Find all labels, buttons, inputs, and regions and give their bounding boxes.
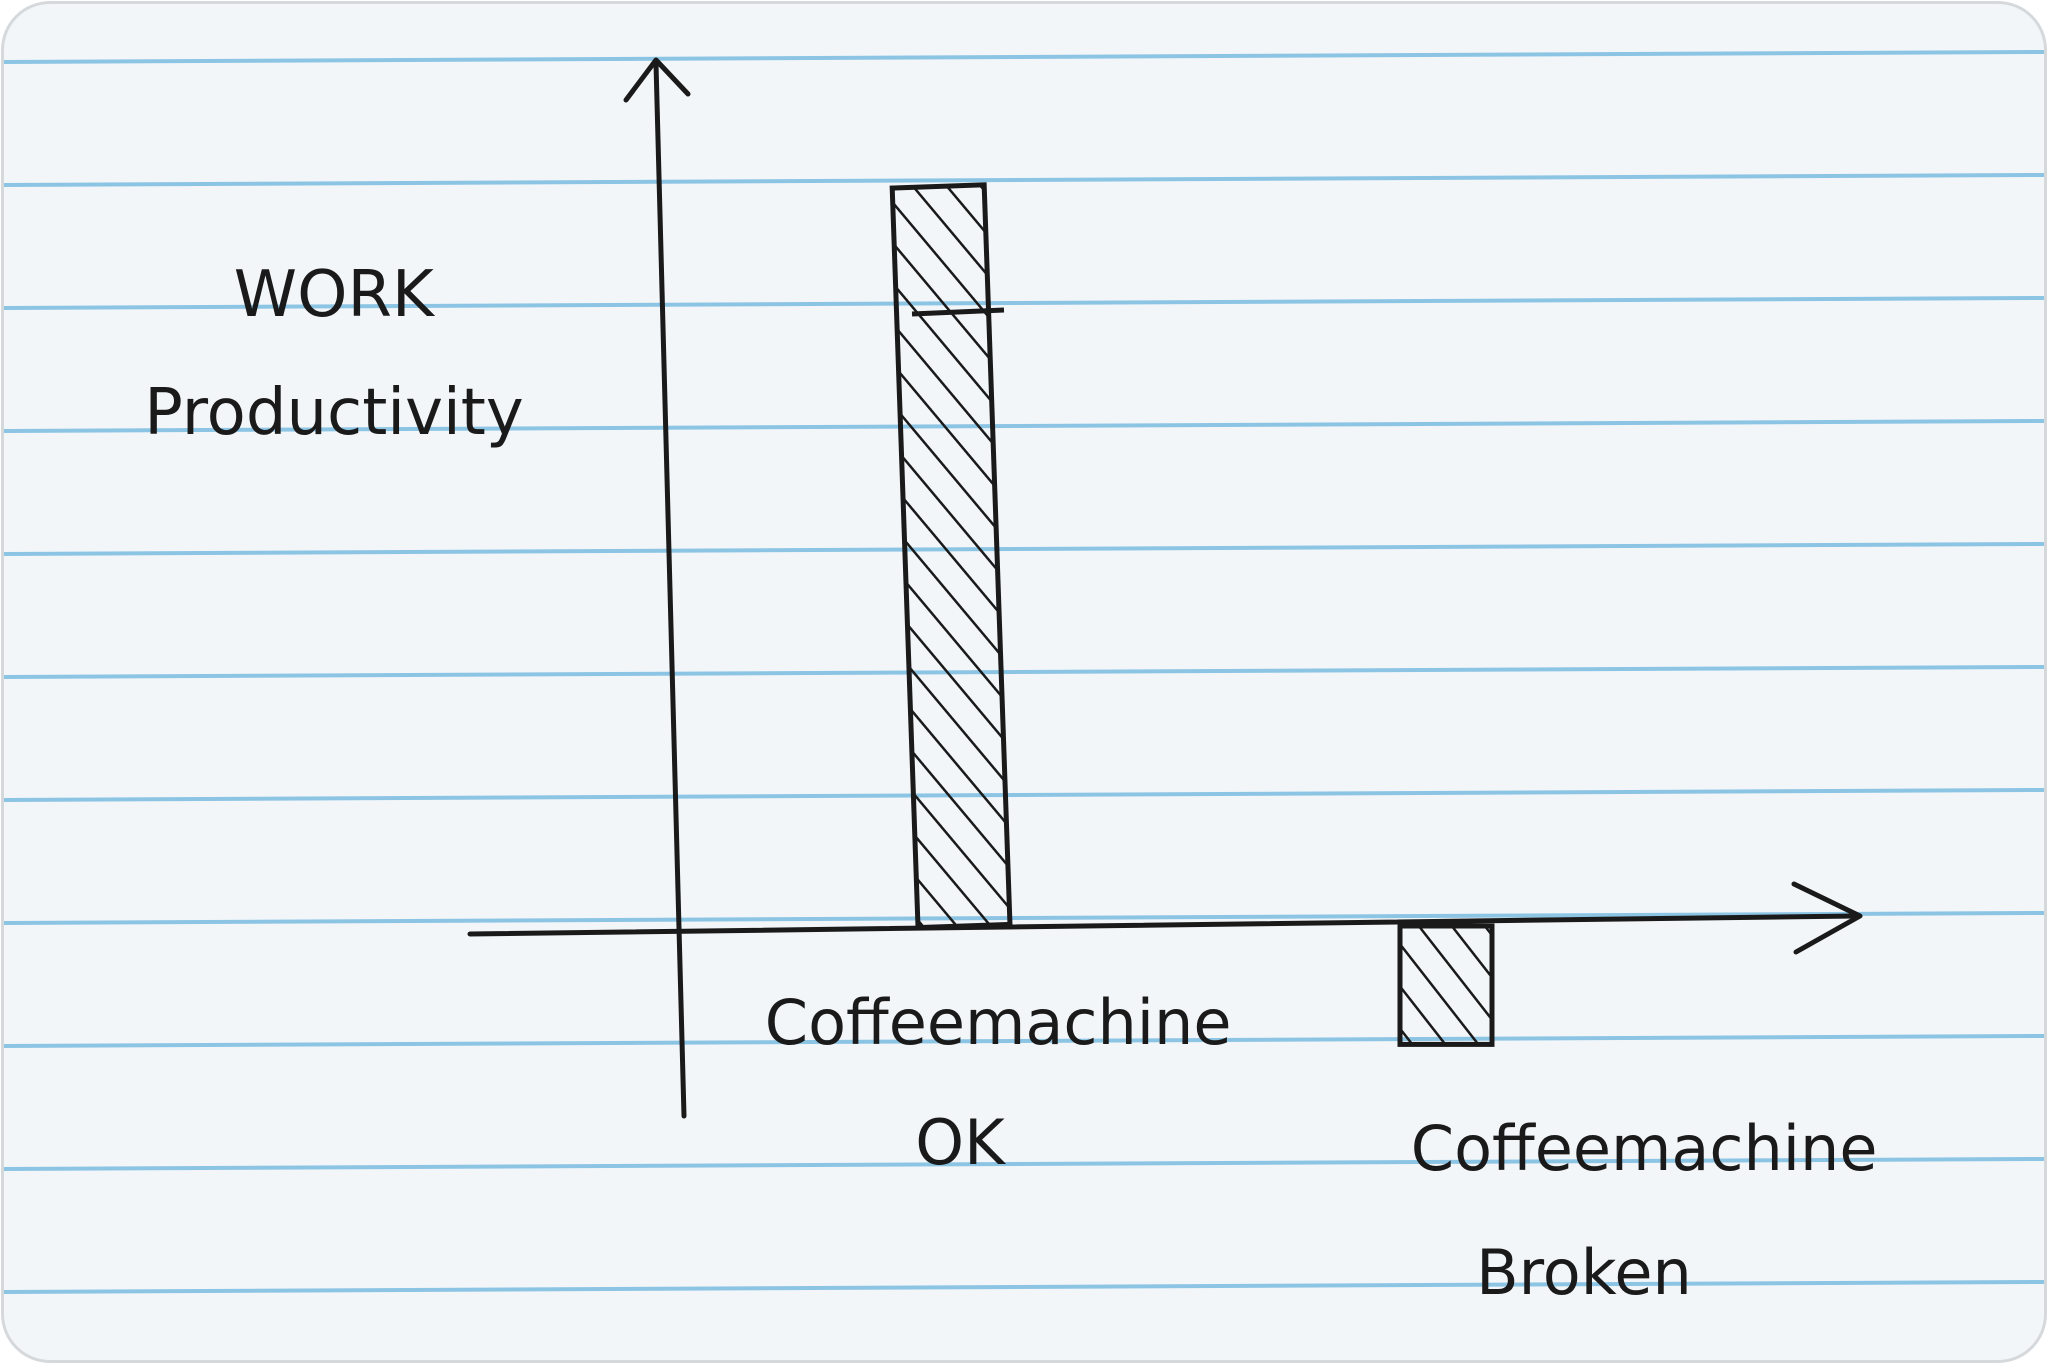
category-label-broken-line-2: Broken: [1476, 1236, 1692, 1309]
category-label-ok: Coffeemachine OK: [765, 986, 1251, 1179]
category-label-broken-line-1: Coffeemachine: [1411, 1112, 1878, 1185]
ruled-line: [4, 665, 2044, 679]
ruled-line: [4, 542, 2044, 556]
ruled-line: [4, 50, 2044, 64]
x-axis-line: [467, 913, 1859, 937]
ruled-line: [4, 788, 2044, 802]
ruled-line: [4, 911, 2044, 925]
y-axis-label-line-2: Productivity: [144, 376, 523, 450]
notebook-paper: WORK Productivity Coffeemachine OK Coffe…: [4, 4, 2044, 1360]
y-axis-label: WORK Productivity: [144, 258, 523, 450]
category-label-ok-line-2: OK: [915, 1106, 1006, 1179]
bar-coffeemachine-broken: [1397, 923, 1495, 1047]
ruled-line: [4, 1157, 2044, 1171]
y-axis-label-line-1: WORK: [234, 258, 436, 332]
ruled-lines: [4, 50, 2044, 1294]
y-axis-line: [653, 61, 687, 1119]
bar-divider: [911, 307, 1005, 317]
bars: [889, 182, 1495, 1047]
category-label-ok-line-1: Coffeemachine: [765, 986, 1232, 1059]
x-axis-arrowhead: [1791, 881, 1863, 955]
bar-coffeemachine-ok: [889, 182, 1013, 931]
ruled-line: [4, 296, 2044, 310]
ruled-line: [4, 173, 2044, 187]
y-axis-arrowhead: [623, 57, 691, 103]
ruled-line: [4, 419, 2044, 433]
axes: [467, 57, 1863, 1119]
chart: WORK Productivity Coffeemachine OK Coffe…: [4, 50, 2044, 1309]
ruled-line: [4, 1280, 2044, 1294]
ruled-line: [4, 1034, 2044, 1048]
category-label-broken: Coffeemachine Broken: [1411, 1112, 1897, 1309]
